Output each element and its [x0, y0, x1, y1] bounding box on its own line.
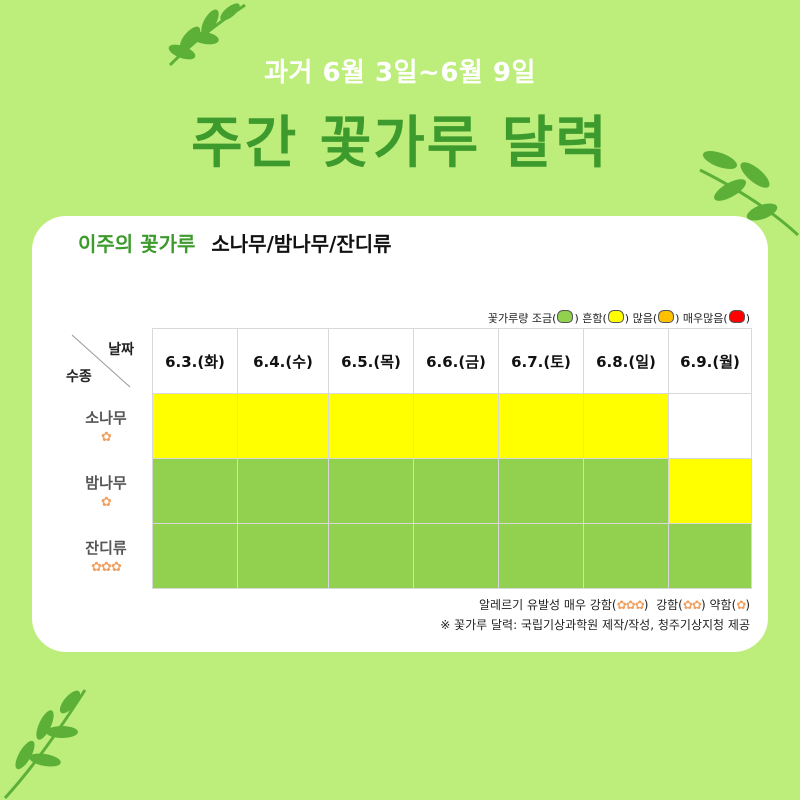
flower-icon: ✿✿✿ [616, 598, 645, 612]
pollen-cell [668, 458, 752, 524]
table-row: 소나무 ✿ [60, 393, 752, 459]
pollen-calendar-table: 날짜 수종 6.3.(화) 6.4.(수) 6.5.(목) 6.6.(금) 6.… [60, 328, 752, 589]
legend-label: 꽃가루량 [487, 312, 529, 325]
pollen-cell [237, 523, 329, 589]
swatch-green-icon [557, 310, 574, 323]
legend-item-little: 조금() [531, 310, 579, 325]
date-header: 6.9.(월) [668, 328, 752, 394]
pollen-cell [583, 523, 669, 589]
pollen-cell [668, 393, 752, 459]
date-header: 6.6.(금) [413, 328, 499, 394]
pollen-cell [152, 523, 238, 589]
row-label: 소나무 ✿ [60, 394, 153, 459]
allergy-label: 알레르기 유발성 [478, 598, 561, 612]
allergy-flower-icon: ✿✿✿ [91, 560, 122, 575]
pollen-cell [152, 458, 238, 524]
tree-name: 밤나무 [85, 474, 127, 492]
swatch-yellow-icon [607, 310, 624, 323]
page-title: 주간 꽃가루 달력 [191, 111, 609, 176]
row-label: 밤나무 ✿ [60, 459, 153, 524]
tree-name: 소나무 [85, 409, 127, 427]
legend-item-much: 많음() [632, 310, 680, 325]
leaf-branch-bottom-icon [3, 689, 87, 800]
pollen-cell [413, 393, 499, 459]
source-note: ※ 꽃가루 달력: 국립기상과학원 제작/작성, 청주기상지청 제공 [440, 618, 750, 632]
pollen-cell [328, 393, 414, 459]
allergy-strong: 강함 [656, 598, 679, 612]
pollen-cell [237, 393, 329, 459]
pollen-amount-legend: 꽃가루량 조금() 흔함() 많음() 매우많음() [488, 310, 750, 326]
pollen-cell [152, 393, 238, 459]
pollen-cell [668, 523, 752, 589]
corner-date-label: 날짜 [108, 341, 134, 358]
card-heading: 이주의 꽃가루 소나무/밤나무/잔디류 [78, 228, 392, 257]
legend-item-very-much: 매우많음() [682, 310, 750, 325]
leaf-branch-top-icon [168, 3, 246, 67]
period-subtitle: 과거 6월 3일~6월 9일 [264, 58, 536, 88]
date-header: 6.4.(수) [237, 328, 329, 394]
pollen-cell [328, 458, 414, 524]
allergy-flower-icon: ✿ [101, 430, 112, 445]
date-header: 6.8.(일) [583, 328, 669, 394]
legend-item-common: 흔함() [582, 310, 630, 325]
pollen-cell [583, 458, 669, 524]
row-label: 잔디류 ✿✿✿ [60, 524, 153, 589]
date-header: 6.3.(화) [152, 328, 238, 394]
card-heading-highlight: 이주의 꽃가루 [78, 232, 196, 256]
pollen-cell [583, 393, 669, 459]
pollen-cell [498, 523, 584, 589]
table-row: 잔디류 ✿✿✿ [60, 523, 752, 589]
corner-diagonal-icon [71, 334, 131, 387]
leaf-branch-right-icon [699, 150, 800, 237]
pollen-cell [498, 393, 584, 459]
pollen-cell [328, 523, 414, 589]
allergy-legend: 알레르기 유발성 매우 강함(✿✿✿) 강함(✿✿) 약함(✿) [478, 598, 750, 612]
allergy-weak: 약함 [709, 598, 732, 612]
date-header: 6.7.(토) [498, 328, 584, 394]
table-row: 밤나무 ✿ [60, 458, 752, 524]
pollen-cell [237, 458, 329, 524]
pollen-cell [498, 458, 584, 524]
swatch-orange-icon [658, 310, 675, 323]
allergy-very-strong: 매우 강함 [563, 598, 612, 612]
card-heading-plants: 소나무/밤나무/잔디류 [211, 232, 392, 256]
flower-icon: ✿ [736, 598, 746, 612]
flower-icon: ✿✿ [682, 598, 702, 612]
swatch-red-icon [728, 310, 745, 323]
allergy-flower-icon: ✿ [101, 495, 112, 510]
table-corner: 날짜 수종 [60, 329, 153, 394]
pollen-cell [413, 523, 499, 589]
tree-name: 잔디류 [85, 539, 127, 557]
corner-kind-label: 수종 [66, 368, 92, 385]
date-header: 6.5.(목) [328, 328, 414, 394]
table-header-row: 날짜 수종 6.3.(화) 6.4.(수) 6.5.(목) 6.6.(금) 6.… [60, 328, 752, 394]
pollen-cell [413, 458, 499, 524]
